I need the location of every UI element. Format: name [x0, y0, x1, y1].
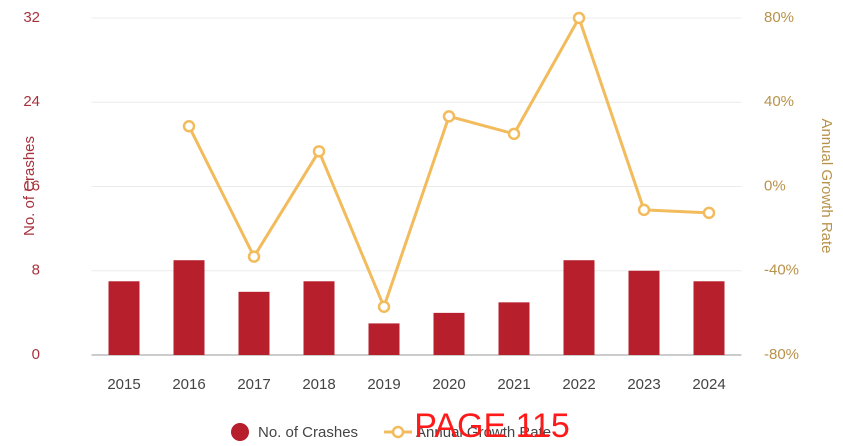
bar: [238, 291, 270, 355]
y-tick-label: 24: [23, 93, 40, 110]
x-tick-label: 2016: [172, 376, 205, 393]
y2-tick-label: -40%: [764, 262, 799, 279]
bar: [433, 312, 465, 355]
line-point: [702, 206, 716, 220]
line-point: [637, 203, 651, 217]
line-point: [442, 110, 456, 123]
line-point: [507, 127, 521, 141]
line: [187, 16, 710, 309]
bar: [303, 281, 335, 355]
x-tick-label: 2021: [497, 376, 530, 393]
legend-label: Annual Growth Rate: [416, 424, 551, 441]
line-point: [377, 300, 391, 314]
x-tick-label: 2018: [302, 376, 335, 393]
y-tick-label: 0: [32, 346, 40, 363]
y2-tick-label: -80%: [764, 346, 799, 363]
line-point: [182, 120, 196, 133]
y2-axis-label: Annual Growth Rate: [818, 118, 835, 253]
y2-tick-label: 40%: [764, 93, 794, 110]
y-axis-label: No. of Crashes: [21, 136, 38, 236]
legend-swatch: [391, 425, 405, 439]
bar: [693, 281, 725, 355]
x-tick-label: 2019: [367, 376, 400, 393]
y-tick-label: 32: [23, 9, 40, 26]
bar: [368, 323, 400, 355]
bar: [173, 260, 205, 355]
x-tick-label: 2024: [692, 376, 725, 393]
line-point: [312, 145, 326, 158]
y-tick-label: 8: [32, 262, 40, 279]
x-tick-label: 2022: [562, 376, 595, 393]
bar: [108, 281, 140, 355]
x-tick-label: 2017: [237, 376, 270, 393]
y2-tick-label: 0%: [764, 177, 786, 194]
x-tick-label: 2015: [107, 376, 140, 393]
watermark: PAGE 115: [414, 407, 570, 445]
y-tick-label: 16: [23, 177, 40, 194]
bar: [498, 302, 530, 355]
line-point: [572, 11, 586, 25]
x-tick-label: 2020: [432, 376, 465, 393]
y2-tick-label: 80%: [764, 9, 794, 26]
bar: [563, 260, 595, 355]
line-point: [247, 250, 261, 263]
legend-label: No. of Crashes: [258, 424, 358, 441]
legend-swatch: [231, 423, 249, 441]
bar: [628, 270, 660, 355]
x-tick-label: 2023: [627, 376, 660, 393]
